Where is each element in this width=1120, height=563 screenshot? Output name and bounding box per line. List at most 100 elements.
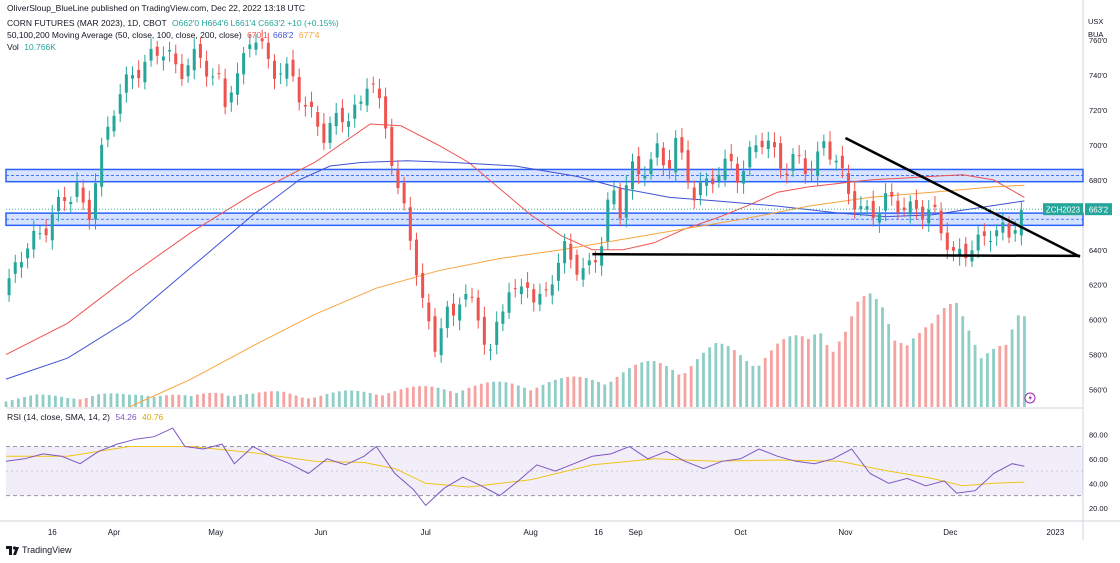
symbol-label[interactable]: CORN FUTURES (MAR 2023), 1D, CBOT [7,18,167,28]
volume-bar [529,390,533,407]
candle [211,76,215,78]
candle [847,173,851,194]
volume-bar [41,394,45,407]
candle [513,288,517,290]
volume-bar [226,395,230,407]
time-tick-label: Oct [734,528,747,537]
candle [526,282,530,288]
volume-bar [628,368,631,407]
rsi-label[interactable]: RSI (14, close, SMA, 14, 2) [7,412,110,422]
time-tick-label: Sep [628,528,643,537]
candle [569,243,573,260]
volume-bar [473,385,477,407]
volume-bar [263,391,267,407]
volume-bar [671,369,675,407]
volume-bar [776,343,779,407]
volume-bar [603,384,607,407]
price-tick-label: 720'0 [1089,106,1107,115]
volume-label[interactable]: Vol [7,42,19,52]
ma50-value: 670'1 [247,30,268,40]
volume-bar [924,327,928,407]
volume-bar [751,365,755,407]
price-tick-label: 680'0 [1089,176,1107,185]
volume-bar [411,386,415,407]
candle [884,193,888,211]
volume-bar [4,401,8,407]
volume-bar [615,376,619,407]
ma-label[interactable]: 50,100,200 Moving Average (50, close, 10… [7,30,242,40]
volume-bar [708,347,712,407]
volume-bar [621,372,625,407]
candle [723,158,727,181]
volume-bar [640,362,644,407]
volume-legend[interactable]: Vol 10.766K [7,42,59,53]
tradingview-footer[interactable]: TradingView [6,545,72,555]
candle [100,144,104,187]
volume-bar [189,396,193,407]
volume-bar [769,350,773,407]
candle [735,163,739,183]
time-tick-label: Aug [524,528,538,537]
volume-bar [516,385,520,407]
candle [26,248,30,259]
candle [631,161,634,190]
candle [106,126,110,140]
volume-bar [455,393,458,407]
volume-value: 10.766K [24,42,56,52]
candle [958,248,962,256]
candle [266,42,270,59]
candle [643,175,647,179]
volume-bar [844,331,847,407]
candle [902,207,906,211]
candle [816,151,820,176]
ma-legend[interactable]: 50,100,200 Moving Average (50, close, 10… [7,30,322,41]
volume-bar [319,395,323,407]
volume-bar [948,303,952,407]
candle [760,140,764,148]
candle [501,311,505,324]
volume-bar [800,336,804,407]
candle [995,230,999,237]
volume-bar [442,389,446,407]
volume-bar [374,394,378,407]
candle [7,278,11,296]
volume-bar [60,396,63,407]
candle [285,63,289,79]
candle [742,171,746,184]
candle [390,126,394,166]
volume-bar [683,373,687,407]
volume-bar [732,350,736,407]
volume-bar [541,384,545,407]
candle [94,183,97,220]
candle [81,187,85,203]
volume-bar [436,387,440,407]
candle [507,292,511,313]
candle [464,294,468,300]
volume-bar [918,332,921,407]
volume-bar [911,338,915,407]
price-tick-label: 560'0 [1089,386,1107,395]
volume-bar [498,381,502,407]
rsi-legend[interactable]: RSI (14, close, SMA, 14, 2) 54.26 40.76 [7,412,166,423]
trendline [844,136,1081,258]
volume-bar [66,398,70,407]
volume-bar [152,397,156,407]
candle [785,173,789,176]
volume-bar [368,393,372,407]
volume-bar [220,393,224,407]
candle [945,232,949,250]
volume-bar [183,395,187,407]
volume-bar [337,391,341,407]
volume-bar [813,334,816,407]
price-tick-label: 580'0 [1089,351,1107,360]
candle [63,197,67,201]
symbol-legend[interactable]: CORN FUTURES (MAR 2023), 1D, CBOT O662'0… [7,18,342,29]
volume-bar [578,376,582,407]
volume-bar [313,397,317,407]
volume-bar [566,376,570,407]
candle [618,188,622,219]
candle [470,296,474,298]
candle [538,293,542,305]
candle [550,284,554,296]
